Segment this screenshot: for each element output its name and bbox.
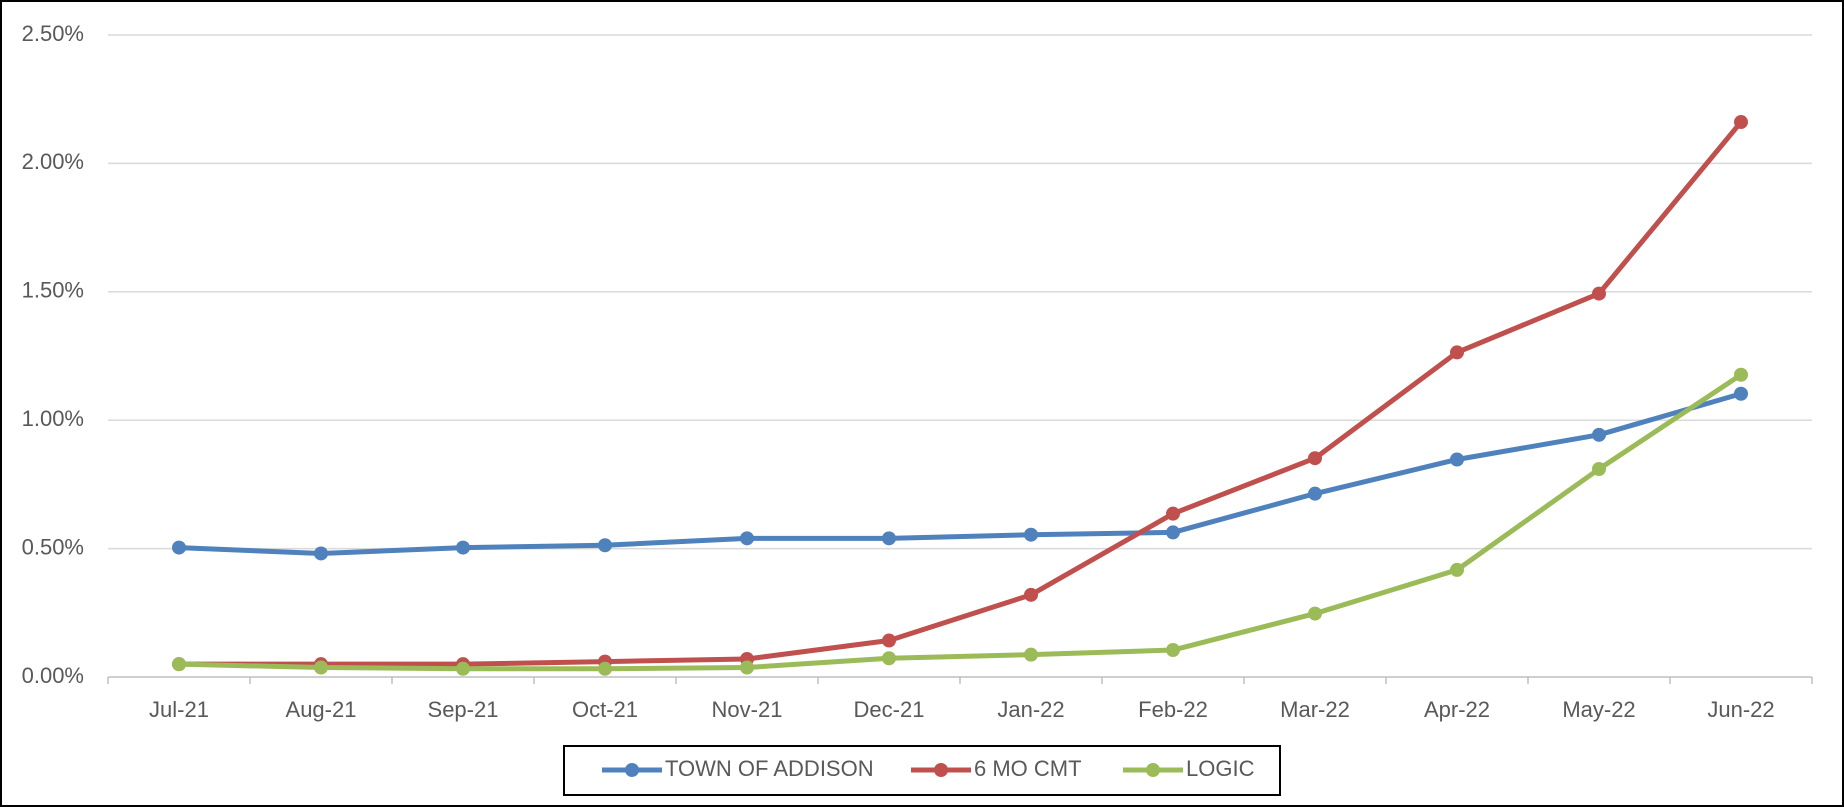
data-point bbox=[1308, 451, 1322, 466]
x-tick-label: Mar-22 bbox=[1280, 697, 1350, 722]
data-point bbox=[1024, 587, 1038, 602]
y-tick-label: 1.00% bbox=[22, 406, 84, 431]
data-point bbox=[882, 531, 896, 546]
x-tick-label: Feb-22 bbox=[1138, 697, 1208, 722]
y-tick-label: 2.00% bbox=[22, 149, 84, 174]
data-point bbox=[598, 661, 612, 676]
data-point bbox=[314, 546, 328, 561]
legend-label: TOWN OF ADDISON bbox=[665, 756, 874, 781]
legend-marker bbox=[934, 763, 948, 777]
data-point bbox=[882, 651, 896, 666]
y-tick-label: 0.00% bbox=[22, 663, 84, 688]
y-tick-label: 0.50% bbox=[22, 534, 84, 559]
x-tick-label: Sep-21 bbox=[428, 697, 499, 722]
data-point bbox=[456, 540, 470, 555]
data-point bbox=[1024, 527, 1038, 542]
data-point bbox=[1592, 286, 1606, 301]
legend-label: 6 MO CMT bbox=[974, 756, 1082, 781]
data-point bbox=[456, 661, 470, 676]
x-tick-label: Jun-22 bbox=[1707, 697, 1774, 722]
x-tick-label: Apr-22 bbox=[1424, 697, 1490, 722]
data-point bbox=[1166, 643, 1180, 658]
x-tick-label: Nov-21 bbox=[712, 697, 783, 722]
data-point bbox=[1450, 562, 1464, 577]
data-point bbox=[1024, 647, 1038, 662]
data-point bbox=[1166, 525, 1180, 540]
data-point bbox=[1166, 506, 1180, 521]
data-point bbox=[1734, 115, 1748, 130]
x-tick-label: Oct-21 bbox=[572, 697, 638, 722]
y-tick-label: 2.50% bbox=[22, 21, 84, 46]
x-tick-label: Aug-21 bbox=[286, 697, 357, 722]
data-point bbox=[1308, 606, 1322, 621]
x-tick-label: Jan-22 bbox=[997, 697, 1064, 722]
series-line bbox=[179, 120, 1743, 667]
x-tick-label: May-22 bbox=[1562, 697, 1635, 722]
data-point bbox=[314, 660, 328, 675]
legend-marker bbox=[625, 763, 639, 777]
data-point bbox=[1308, 486, 1322, 501]
data-point bbox=[1450, 452, 1464, 467]
data-point bbox=[1450, 345, 1464, 360]
data-point bbox=[172, 540, 186, 555]
legend-label: LOGIC bbox=[1186, 756, 1255, 781]
x-tick-label: Jul-21 bbox=[149, 697, 209, 722]
series-line bbox=[178, 372, 1743, 672]
data-point bbox=[740, 660, 754, 675]
data-point bbox=[172, 657, 186, 672]
data-point bbox=[1734, 386, 1748, 401]
data-point bbox=[1734, 367, 1748, 382]
data-point bbox=[1592, 461, 1606, 476]
legend-marker bbox=[1146, 763, 1160, 777]
series-line bbox=[178, 391, 1742, 556]
data-point bbox=[740, 531, 754, 546]
data-point bbox=[1592, 427, 1606, 442]
data-point bbox=[598, 538, 612, 553]
y-tick-label: 1.50% bbox=[22, 278, 84, 303]
x-tick-label: Dec-21 bbox=[854, 697, 925, 722]
data-point bbox=[882, 633, 896, 648]
